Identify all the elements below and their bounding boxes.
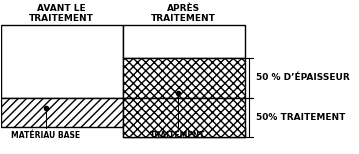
- Text: 50 % D’ÉPAISSEUR: 50 % D’ÉPAISSEUR: [256, 73, 350, 83]
- Bar: [123, 58, 244, 98]
- Text: 50% TRAITEMENT: 50% TRAITEMENT: [256, 113, 345, 122]
- Text: AVANT LE
TRAITEMENT: AVANT LE TRAITEMENT: [29, 4, 94, 23]
- Bar: [1, 98, 123, 127]
- Bar: [123, 127, 244, 137]
- Bar: [1, 25, 123, 98]
- Bar: [123, 25, 244, 58]
- Text: APRÈS
TRAITEMENT: APRÈS TRAITEMENT: [151, 4, 216, 23]
- Text: TRAITEMENT: TRAITEMENT: [150, 131, 205, 140]
- Text: MATÉRIAU BASE: MATÉRIAU BASE: [11, 131, 80, 140]
- Bar: [123, 98, 244, 137]
